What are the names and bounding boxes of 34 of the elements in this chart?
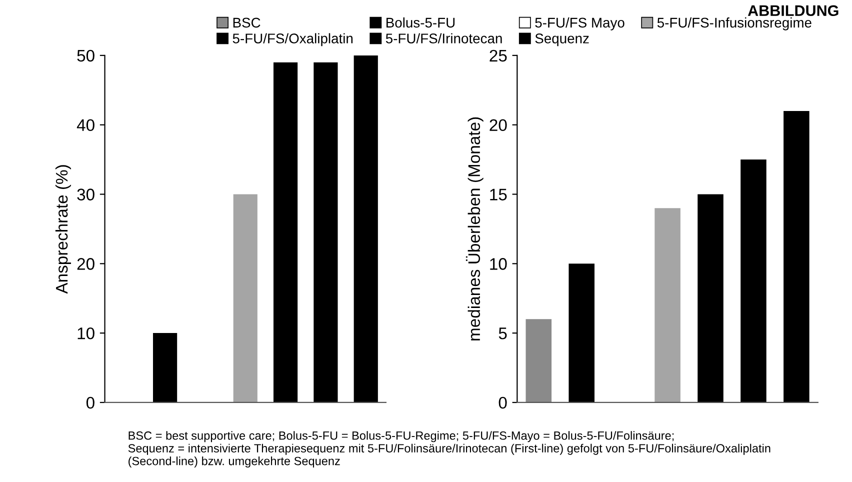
bar — [314, 62, 338, 402]
legend-label: Bolus-5-FU — [386, 17, 455, 28]
legend-label: BSC — [233, 18, 260, 28]
bar — [568, 264, 594, 402]
y-tick-label: 40 — [76, 119, 94, 132]
bar — [784, 110, 810, 402]
bar — [233, 194, 258, 402]
bar — [740, 160, 766, 402]
bar — [654, 208, 680, 402]
y-axis-title: Ansprechrate (%) — [55, 165, 71, 294]
bar — [273, 62, 298, 402]
y-tick-label: 0 — [498, 396, 507, 409]
bar — [698, 194, 724, 402]
y-tick-label: 20 — [77, 258, 94, 270]
legend-label: 5-FU/FS/Irinotecan — [386, 33, 502, 44]
bar — [354, 55, 378, 402]
legend-label: 5-FU/FS/Oxaliplatin — [232, 33, 353, 46]
y-tick-label: 20 — [490, 119, 507, 132]
y-tick-label: 0 — [86, 396, 94, 409]
text: ABBILDUNG — [748, 5, 838, 16]
y-tick-label: 50 — [77, 50, 94, 62]
bar — [152, 333, 178, 402]
y-tick-label: 25 — [490, 50, 507, 62]
bar — [526, 319, 552, 402]
y-tick-label: 30 — [77, 188, 94, 200]
text: BSC = best supportive care; Bolus-5-FU = Bolus-5-FU-Regime; 5-FU/FS-Mayo = Bolus-5-FU/Folinsäure; Sequenz = intensivierte Therapiesequenz mit 5-FU/Folinsäure/Irinotecan (First-line) gefolgt von 5-FU/Folinsäure/Oxaliplatin (Second-line) bzw. umgekehrte Sequenz — [128, 431, 770, 468]
legend-label: Sequenz — [535, 34, 589, 46]
y-tick-label: 10 — [490, 258, 507, 270]
y-axis-title: medianes Überleben (Monate) — [466, 117, 484, 340]
y-tick-label: 15 — [490, 188, 507, 200]
y-tick-label: 5 — [498, 328, 507, 340]
legend-label: 5-FU/FS-Infusionsregime — [657, 17, 812, 30]
legend-label: 5-FU/FS Mayo — [535, 17, 624, 30]
y-tick-label: 10 — [78, 327, 94, 340]
